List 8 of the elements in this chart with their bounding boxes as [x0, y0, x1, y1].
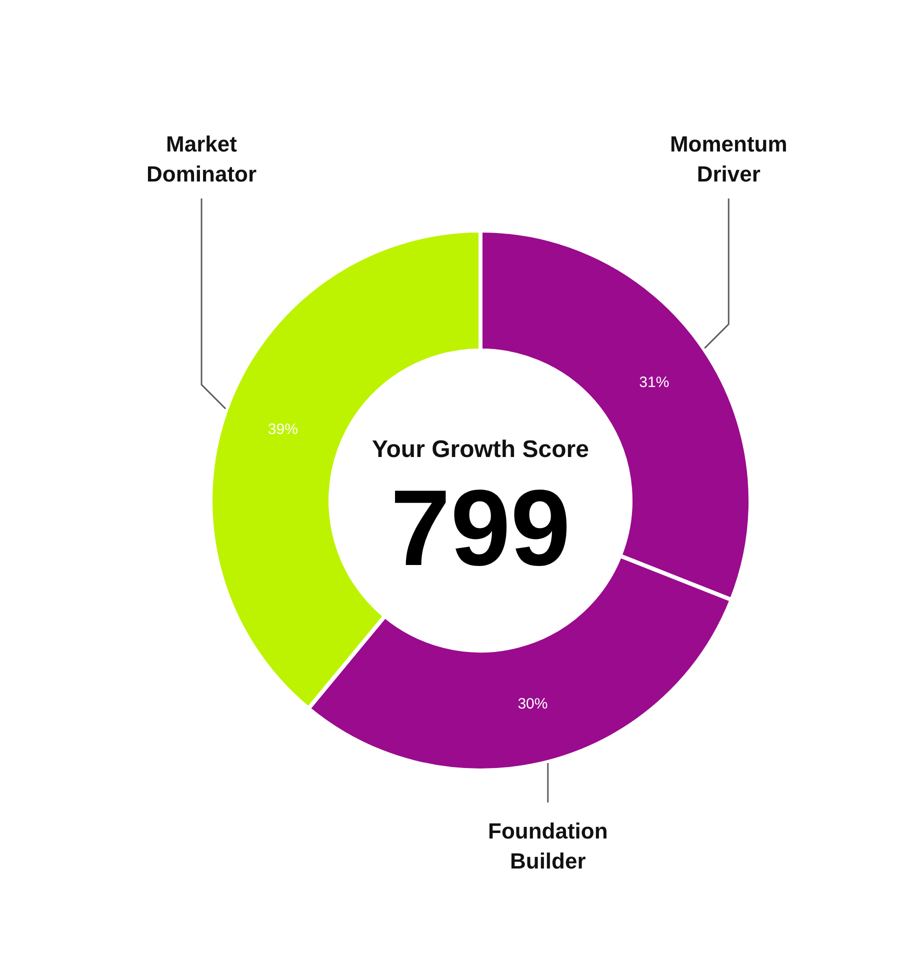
slice-label: Market Dominator: [146, 132, 257, 186]
text: Your Growth Score: [372, 436, 589, 463]
text: 799: [390, 467, 571, 588]
slice-label: Momentum Driver: [670, 132, 788, 186]
slice-label: Foundation Builder: [488, 818, 608, 874]
data-label: 30%: [518, 695, 548, 712]
data-label: 39%: [268, 420, 298, 438]
data-label: 31%: [639, 374, 670, 391]
